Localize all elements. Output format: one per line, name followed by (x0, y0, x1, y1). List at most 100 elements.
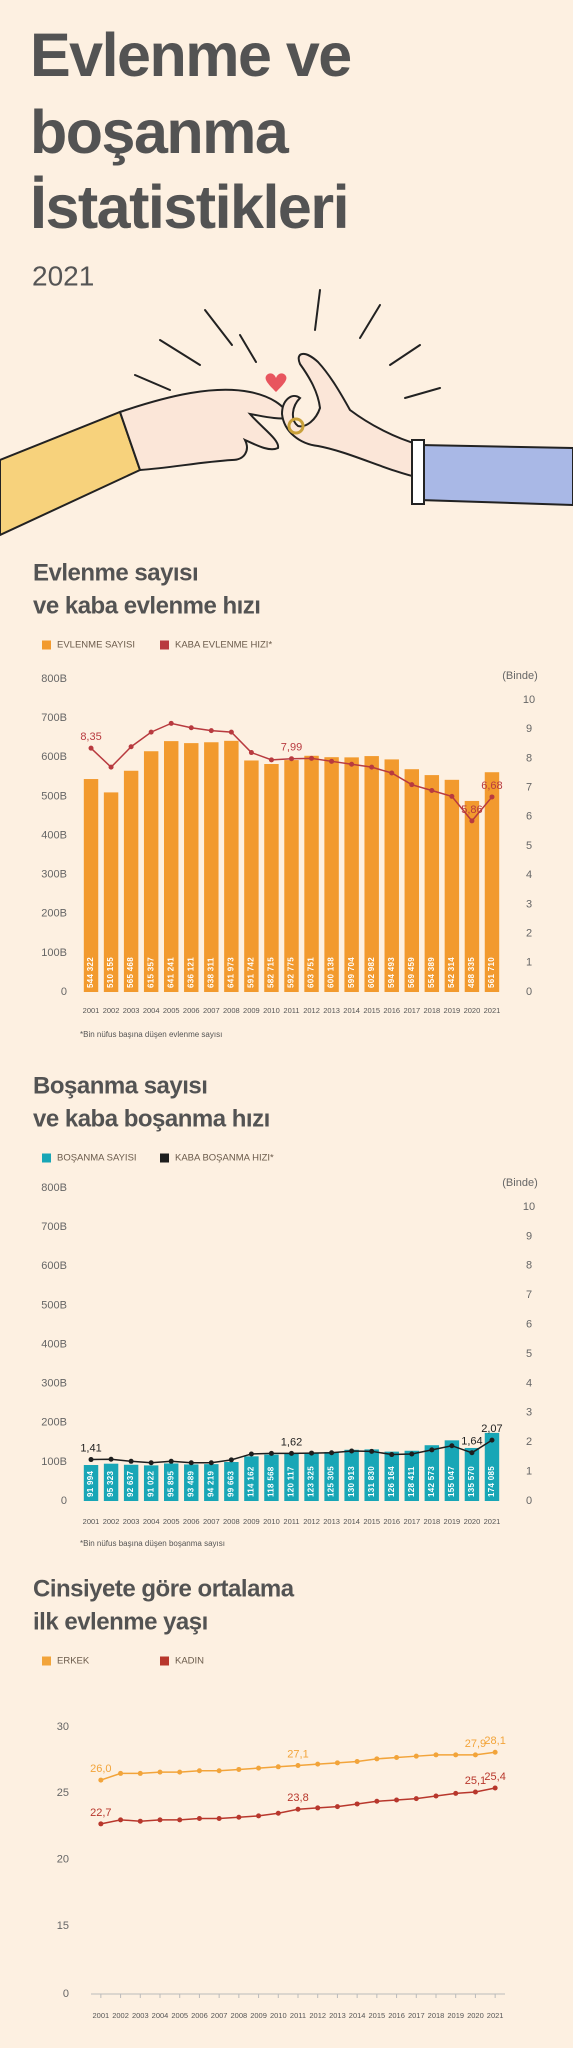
header-title: boşanma (30, 98, 290, 166)
value-label: 1,62 (281, 1436, 302, 1448)
bar-value-label: 95 895 (166, 1470, 175, 1497)
y-tick-label: 800B (41, 1182, 67, 1194)
bar (384, 759, 399, 992)
x-tick-label: 2013 (329, 2011, 346, 2020)
chart-title: Boşanma sayısı (33, 1072, 207, 1099)
line-marker (88, 745, 94, 751)
bar (344, 757, 359, 992)
y2-tick-label: 5 (526, 840, 532, 852)
line-marker (177, 1769, 183, 1775)
line-marker (275, 1810, 281, 1816)
line-marker (472, 1752, 478, 1758)
line-marker (433, 1793, 439, 1799)
y-tick-label: 15 (57, 1920, 69, 1932)
legend-label: ERKEK (57, 1656, 90, 1667)
line-marker (369, 764, 375, 770)
line-marker (275, 1764, 281, 1770)
legend-swatch (42, 1656, 51, 1666)
line-marker (369, 1448, 375, 1454)
y2-axis-label: (Binde) (502, 1177, 537, 1189)
y-tick-label: 300B (41, 869, 67, 881)
bar (264, 764, 279, 992)
y2-tick-label: 8 (526, 1260, 532, 1272)
y2-tick-label: 10 (523, 1201, 535, 1213)
y-tick-label: 600B (41, 751, 67, 763)
line-marker (208, 728, 214, 734)
hand-left (118, 388, 292, 472)
line-marker (88, 1457, 94, 1463)
line-marker (309, 755, 315, 761)
line-marker (315, 1805, 321, 1811)
ray (359, 304, 381, 339)
x-tick-label: 2016 (388, 2011, 405, 2020)
bar-value-label: 123 325 (307, 1466, 316, 1497)
line-marker (157, 1817, 163, 1823)
line-marker (188, 1460, 194, 1466)
x-tick-label: 2016 (383, 1006, 400, 1015)
bar-value-label: 542 314 (447, 957, 456, 988)
line-marker (492, 1749, 498, 1755)
bar (244, 1456, 259, 1501)
bar-value-label: 554 389 (427, 957, 436, 988)
value-label: 25,4 (484, 1771, 505, 1783)
bar (464, 800, 480, 992)
x-tick-label: 2021 (484, 1517, 501, 1526)
line-marker (354, 1801, 360, 1807)
ray (159, 339, 201, 366)
line-marker (492, 1785, 498, 1791)
bar (464, 1447, 480, 1501)
bar (83, 779, 99, 992)
bar-value-label: 95 323 (106, 1470, 115, 1497)
line-marker (334, 1760, 340, 1766)
x-tick-label: 2008 (223, 1517, 240, 1526)
bar-value-label: 510 155 (106, 957, 115, 988)
line-marker (349, 1448, 355, 1454)
x-tick-label: 2018 (423, 1517, 440, 1526)
y-tick-label: 700B (41, 712, 67, 724)
legend-label: KADIN (175, 1656, 204, 1667)
line-marker (157, 1769, 163, 1775)
line-marker (489, 1437, 495, 1443)
y2-tick-label: 1 (526, 1466, 532, 1478)
line-marker (289, 1450, 294, 1456)
ray (404, 387, 441, 399)
x-tick-label: 2015 (369, 2011, 386, 2020)
x-tick-label: 2006 (183, 1006, 200, 1015)
value-label: 28,1 (484, 1735, 505, 1747)
line-marker (268, 757, 274, 763)
bar (184, 1464, 199, 1501)
line-marker (354, 1758, 360, 1764)
line-marker (216, 1816, 222, 1822)
bar-value-label: 93 489 (186, 1470, 195, 1497)
bar (103, 792, 119, 992)
x-tick-label: 2007 (203, 1517, 220, 1526)
bar (344, 1449, 359, 1501)
value-label: 27,1 (287, 1748, 308, 1760)
y-tick-label: 300B (41, 1378, 67, 1390)
y2-tick-label: 7 (526, 782, 532, 794)
x-tick-label: 2020 (464, 1006, 481, 1015)
line-marker (489, 794, 495, 800)
value-label: 26,0 (90, 1763, 111, 1775)
x-tick-label: 2010 (270, 2011, 287, 2020)
line-marker (177, 1817, 183, 1823)
ring (287, 417, 305, 435)
x-tick-label: 2008 (223, 1006, 240, 1015)
line-marker (248, 750, 254, 756)
chart-title: Evlenme sayısı (33, 559, 198, 586)
x-tick-label: 2002 (112, 2011, 129, 2020)
bar-value-label: 94 219 (206, 1470, 215, 1497)
x-tick-label: 2012 (303, 1006, 320, 1015)
bar-value-label: 561 710 (487, 957, 496, 988)
bar-value-label: 174 085 (487, 1466, 496, 1497)
y-tick-label: 200B (41, 908, 67, 920)
x-tick-label: 2007 (211, 2011, 228, 2020)
bar-value-label: 599 704 (347, 957, 356, 988)
value-label: 1,64 (461, 1436, 482, 1448)
line-marker (453, 1790, 459, 1796)
x-tick-label: 2014 (343, 1517, 360, 1526)
legend-label: BOŞANMA SAYISI (57, 1153, 137, 1164)
chart-title: Cinsiyete göre ortalama (33, 1575, 295, 1602)
line-marker (295, 1806, 301, 1812)
bar-value-label: 641 973 (226, 957, 235, 988)
